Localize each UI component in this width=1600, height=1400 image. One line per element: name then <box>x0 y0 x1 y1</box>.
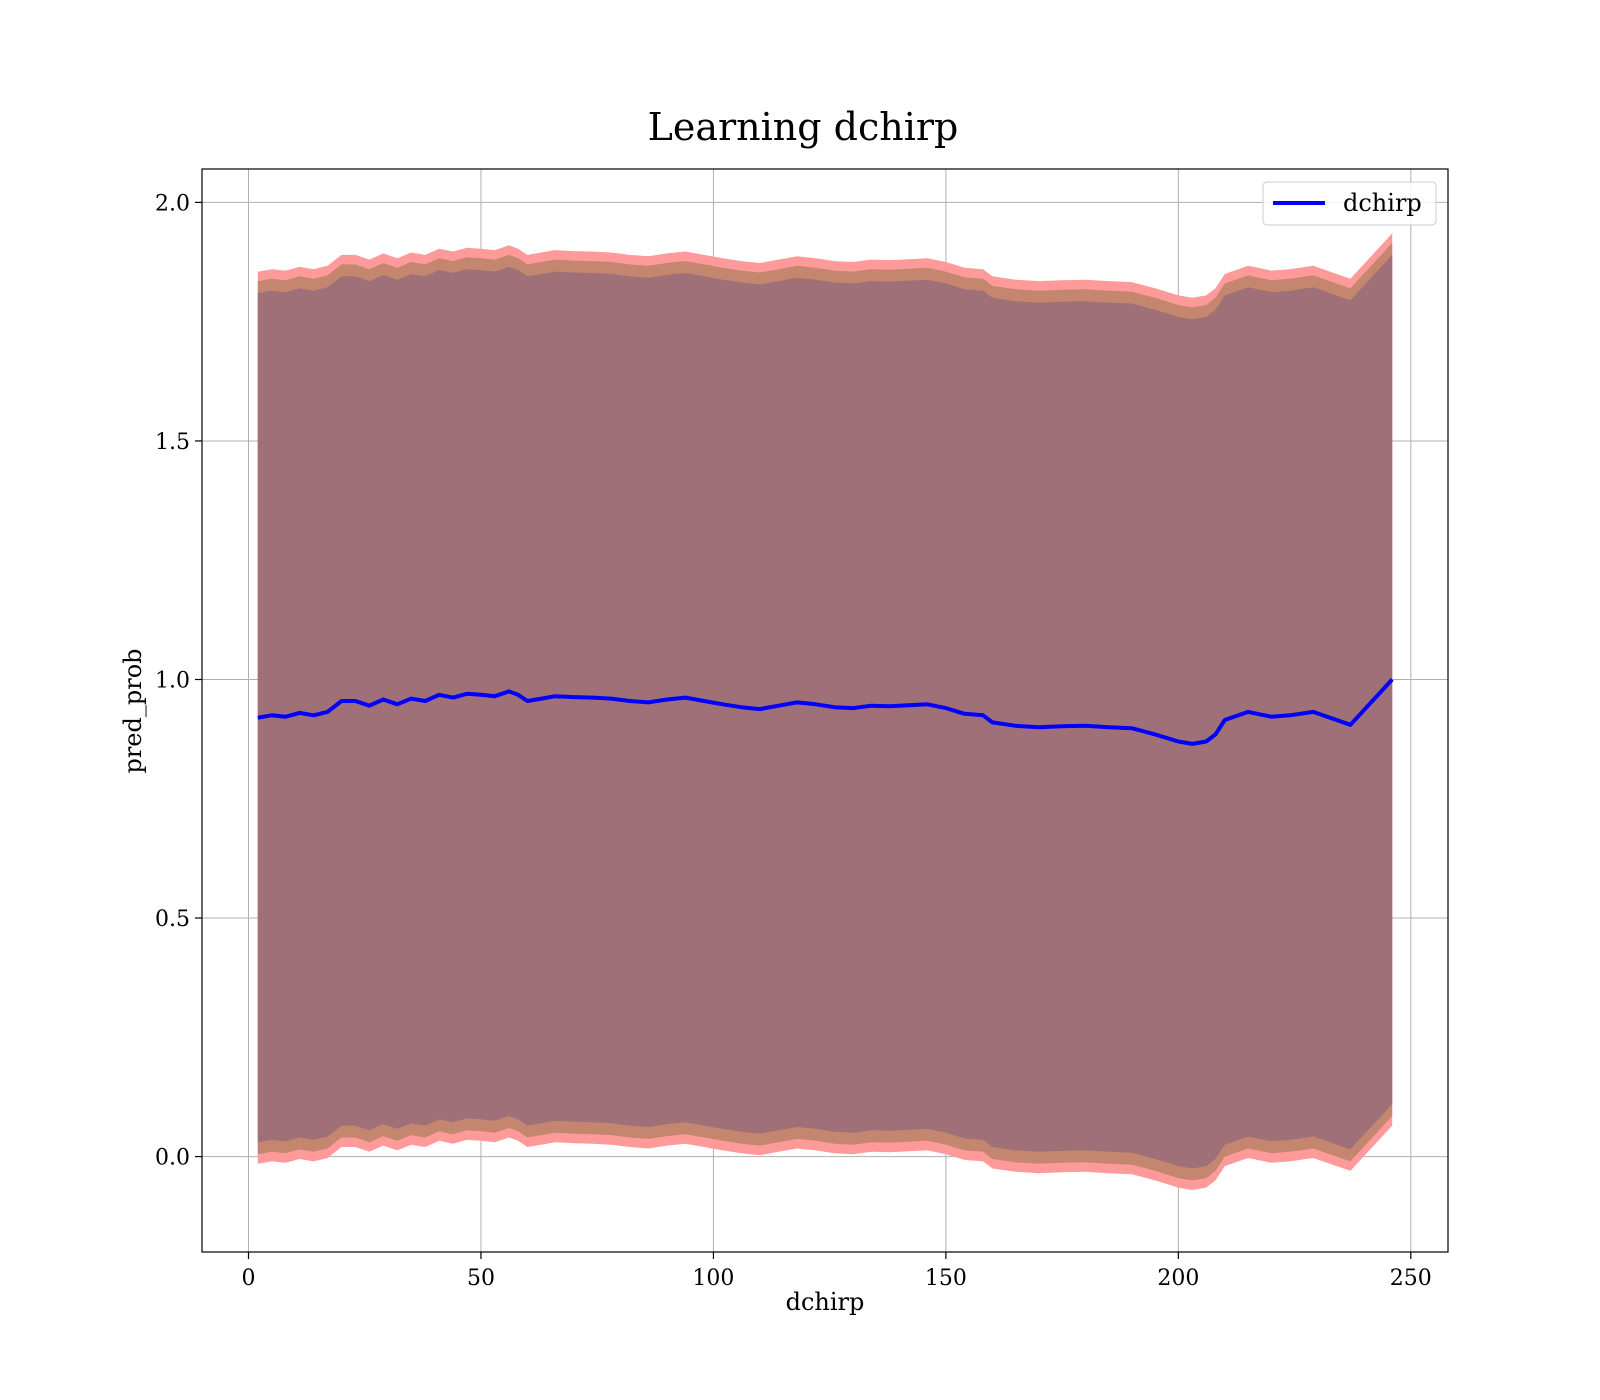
series-lines <box>257 678 1394 746</box>
band-inner <box>257 254 1393 1169</box>
chart-title: Learning dchirp <box>648 105 959 149</box>
series-line-dchirp <box>257 678 1394 746</box>
legend: dchirp <box>1262 181 1437 226</box>
x-tick-label: 200 <box>1157 1266 1199 1291</box>
confidence-bands <box>257 233 1393 1190</box>
plot-frame <box>201 168 1449 1253</box>
y-axis-label: pred_prob <box>119 648 147 773</box>
x-tick-label: 0 <box>241 1266 255 1291</box>
legend-box <box>1262 181 1437 226</box>
x-tick-label: 100 <box>692 1266 734 1291</box>
x-tick-label: 250 <box>1390 1266 1432 1291</box>
x-tick-label: 50 <box>467 1266 495 1291</box>
legend-label-dchirp: dchirp <box>1343 189 1422 217</box>
y-axis-ticks: 0.0 0.5 1.0 1.5 2.0 <box>155 191 202 1171</box>
y-tick-label: 0.0 <box>155 1146 190 1171</box>
x-axis-ticks: 0 50 100 150 200 250 <box>241 1252 1432 1291</box>
y-tick-label: 2.0 <box>155 191 190 216</box>
y-tick-label: 0.5 <box>155 907 190 932</box>
y-tick-label: 1.5 <box>155 430 190 455</box>
y-tick-label: 1.0 <box>155 668 190 693</box>
x-tick-label: 150 <box>925 1266 967 1291</box>
x-axis-label: dchirp <box>786 1288 865 1316</box>
